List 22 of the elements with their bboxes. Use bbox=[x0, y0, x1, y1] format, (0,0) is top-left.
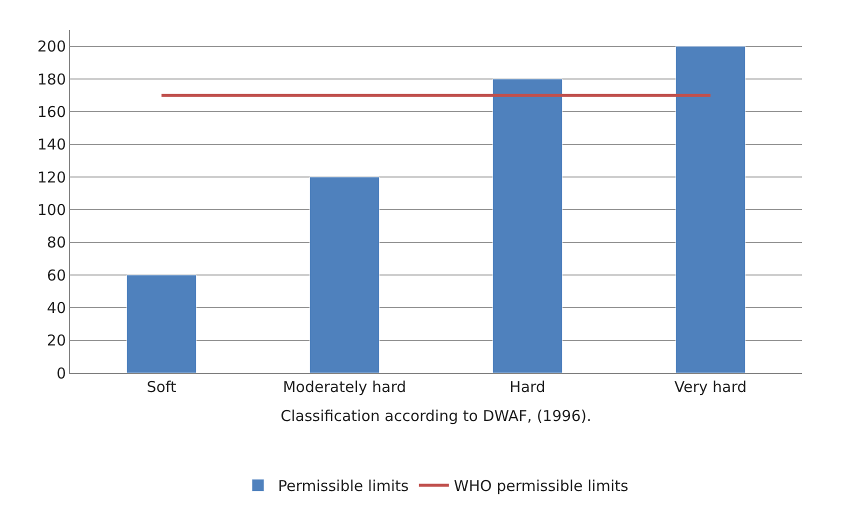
y-tick-label: 0 bbox=[56, 364, 66, 382]
legend-label: Permissible limits bbox=[278, 477, 409, 496]
legend-label: WHO permissible limits bbox=[454, 477, 628, 496]
y-tick-label: 200 bbox=[37, 38, 66, 56]
y-tick-label: 180 bbox=[37, 70, 66, 88]
y-tick-label: 140 bbox=[37, 136, 66, 154]
y-tick-label: 60 bbox=[46, 266, 66, 284]
y-tick-label: 100 bbox=[37, 200, 66, 219]
x-axis-title: Classification according to DWAF, (1996). bbox=[280, 407, 592, 425]
x-tick-label: Moderately hard bbox=[282, 378, 406, 396]
y-tick-label: 20 bbox=[46, 332, 66, 350]
y-tick-label: 40 bbox=[46, 298, 66, 317]
bar bbox=[675, 46, 746, 373]
x-tick-label: Very hard bbox=[674, 378, 747, 396]
bar bbox=[309, 176, 380, 373]
x-tick-label: Hard bbox=[510, 378, 546, 396]
y-tick-label: 160 bbox=[37, 102, 66, 121]
bar bbox=[126, 274, 197, 373]
y-tick-label: 80 bbox=[46, 234, 66, 252]
x-tick-label: Soft bbox=[146, 378, 176, 396]
y-tick-label: 120 bbox=[37, 168, 66, 186]
bar bbox=[492, 78, 563, 373]
